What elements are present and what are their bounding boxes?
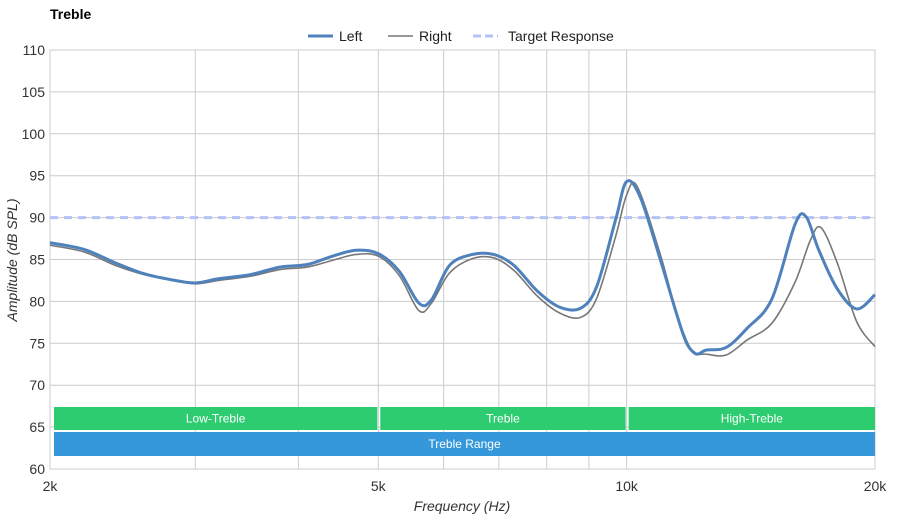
y-tick-label: 65 bbox=[29, 419, 45, 435]
band-label: Low-Treble bbox=[186, 412, 246, 426]
legend-label: Right bbox=[419, 28, 452, 44]
frequency-band: Treble Range bbox=[54, 432, 875, 456]
legend: Left Right Target Response bbox=[308, 28, 614, 44]
x-axis-label: Frequency (Hz) bbox=[414, 498, 510, 514]
series-line-left bbox=[49, 179, 877, 356]
plot-border bbox=[49, 49, 876, 470]
band-bar bbox=[54, 407, 378, 430]
band-label: Treble Range bbox=[428, 437, 501, 451]
y-tick-label: 85 bbox=[29, 252, 45, 268]
legend-item-left: Left bbox=[308, 28, 362, 44]
y-tick-label: 70 bbox=[29, 377, 45, 393]
band-bar bbox=[54, 432, 875, 456]
series-layer bbox=[49, 179, 877, 357]
y-tick-label: 105 bbox=[22, 84, 46, 100]
y-tick-label: 110 bbox=[23, 42, 46, 58]
x-tick-label: 5k bbox=[371, 478, 387, 494]
band-label: High-Treble bbox=[721, 412, 784, 426]
legend-item-target-response: Target Response bbox=[473, 28, 614, 44]
legend-item-right: Right bbox=[388, 28, 452, 44]
y-tick-label: 80 bbox=[29, 293, 45, 309]
chart-title: Treble bbox=[50, 6, 92, 22]
y-tick-label: 60 bbox=[29, 461, 45, 477]
x-tick-label: 20k bbox=[864, 478, 888, 494]
x-tick-label: 2k bbox=[43, 478, 59, 494]
y-tick-label: 75 bbox=[29, 335, 45, 351]
y-tick-label: 95 bbox=[29, 168, 45, 184]
frequency-band: Treble bbox=[380, 407, 626, 430]
legend-label: Left bbox=[339, 28, 362, 44]
y-axis-label: Amplitude (dB SPL) bbox=[4, 199, 20, 323]
band-label: Treble bbox=[486, 412, 520, 426]
band-bar bbox=[380, 407, 626, 430]
band-layer: Low-Treble Treble High-Treble Treble Range bbox=[54, 407, 875, 456]
y-tick-label: 90 bbox=[29, 210, 45, 226]
grid-layer bbox=[49, 49, 876, 470]
legend-label: Target Response bbox=[508, 28, 614, 44]
frequency-band: High-Treble bbox=[628, 407, 875, 430]
tick-layer: 60 65 70 75 80 85 90 95 100 105 110 2k 5k 10k 20k bbox=[22, 42, 888, 494]
x-tick-label: 10k bbox=[615, 478, 639, 494]
band-bar bbox=[628, 407, 875, 430]
series-line-right bbox=[49, 181, 876, 357]
frequency-band: Low-Treble bbox=[54, 407, 378, 430]
y-tick-label: 100 bbox=[22, 126, 46, 142]
